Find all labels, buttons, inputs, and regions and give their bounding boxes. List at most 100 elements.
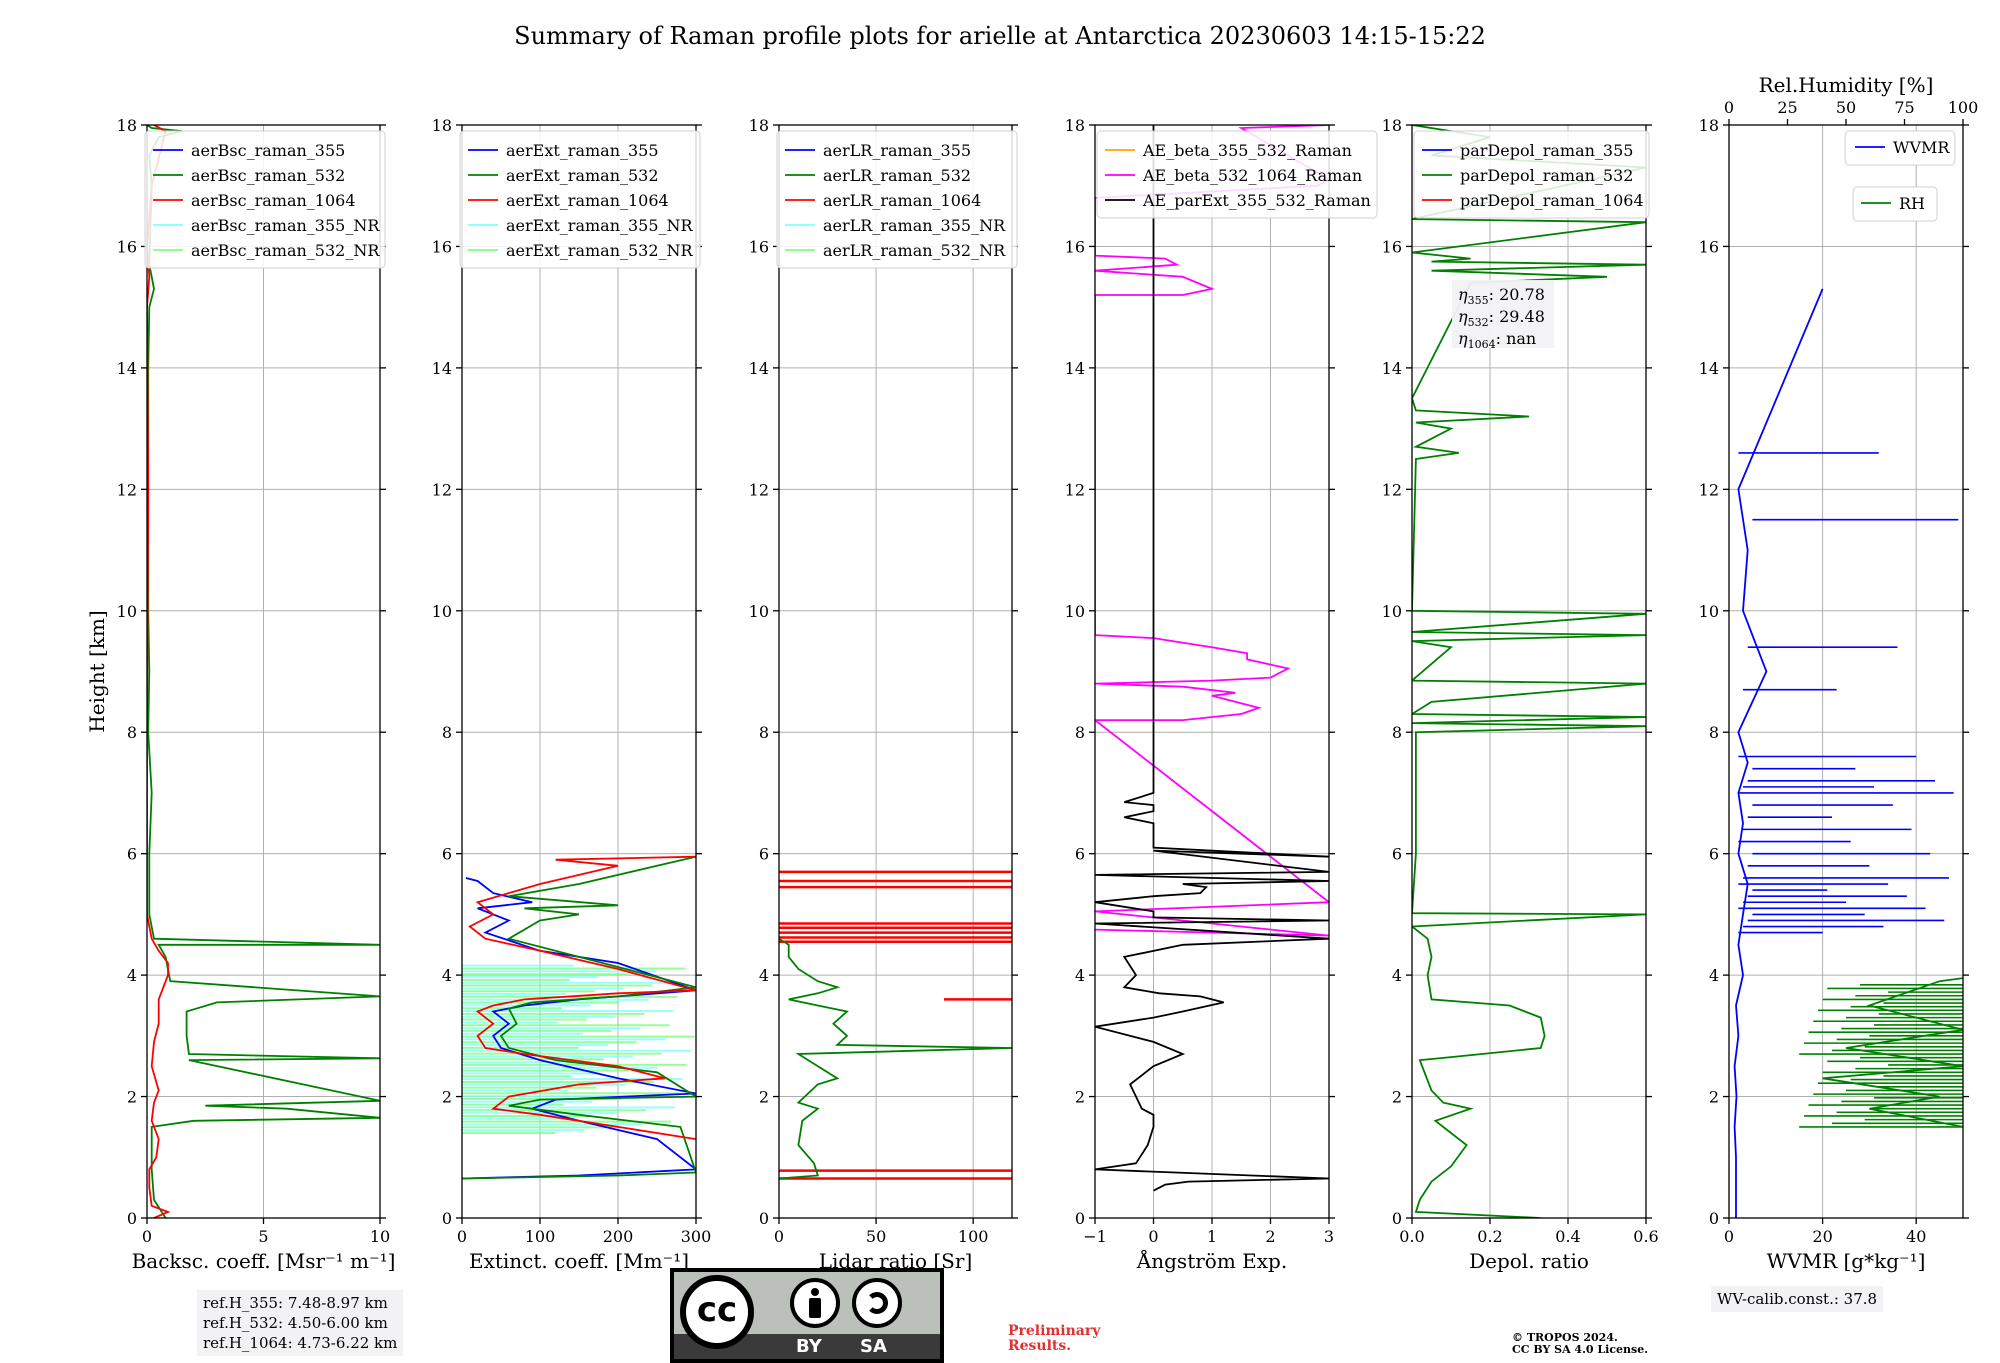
x-tick-label: 100 <box>958 1227 989 1246</box>
series-layer <box>779 870 1012 1180</box>
y-tick-label: 12 <box>432 480 452 499</box>
legend-entry: aerBsc_raman_355 <box>191 141 345 160</box>
y-tick-label: 18 <box>117 116 137 135</box>
legend-entry: WVMR <box>1893 138 1950 157</box>
series-layer <box>1733 288 1963 1218</box>
x-tick-label: 0 <box>457 1227 467 1246</box>
x-axis-label: Extinct. coeff. [Mm⁻¹] <box>469 1249 689 1273</box>
panel-backscatter: 0 2 4 6 8 10 12 14 16 18 0 5 10 Backsc. coeff. [Msr⁻¹… <box>117 116 396 1273</box>
y-tick-label: 2 <box>1075 1088 1085 1107</box>
y-tick-label: 18 <box>749 116 769 135</box>
series-aerBsc_raman_532 <box>147 125 380 1218</box>
copyright-note: © TROPOS 2024. CC BY SA 4.0 License. <box>1512 1332 1648 1356</box>
legend-frame <box>1096 130 1378 219</box>
y-tick-label: 0 <box>127 1209 137 1228</box>
legend-entry: aerLR_raman_355 <box>823 141 971 160</box>
x-tick-label: 40 <box>1906 1227 1926 1246</box>
series-WVMR <box>1733 288 1824 1218</box>
cc-logo-icon: cc <box>680 1275 754 1349</box>
legend-entry: AE_beta_355_532_Raman <box>1142 141 1352 160</box>
x-tick-label: 0 <box>1148 1227 1158 1246</box>
series-layer <box>462 855 696 1180</box>
legend-entry: aerExt_raman_532 <box>506 166 659 185</box>
y-tick-label: 14 <box>749 359 769 378</box>
x-tick-label: 100 <box>525 1227 556 1246</box>
y-tick-label: 10 <box>1699 602 1719 621</box>
eta-value-e355: η355: 20.78 <box>1458 285 1545 307</box>
reference-heights-box: ref.H_355: 7.48-8.97 km ref.H_532: 4.50-… <box>197 1290 404 1356</box>
legend-frame <box>776 130 1018 269</box>
x-axis-label: Depol. ratio <box>1469 1249 1589 1273</box>
x-tick-label: 3 <box>1324 1227 1334 1246</box>
cc-by-label: BY <box>796 1336 822 1357</box>
x-tick-label: 0 <box>142 1227 152 1246</box>
y-tick-label: 12 <box>1699 480 1719 499</box>
x-tick-label: 0.2 <box>1477 1227 1502 1246</box>
copyright-line-2: CC BY SA 4.0 License. <box>1512 1343 1649 1356</box>
x-tick-label: 10 <box>370 1227 390 1246</box>
x-tick-label: 0 <box>774 1227 784 1246</box>
cc-by-sa-badge: cc BY SA <box>670 1268 944 1363</box>
top-x-tick-label: 25 <box>1777 98 1797 117</box>
top-x-tick-label: 75 <box>1894 98 1914 117</box>
series-aerLR_raman_532 <box>779 937 1012 1180</box>
eta-value-e1064: η1064: nan <box>1458 329 1536 351</box>
eta-number: : nan <box>1496 329 1537 348</box>
series-layer <box>1412 125 1646 1218</box>
top-x-axis-label: Rel.Humidity [%] <box>1759 73 1934 97</box>
y-tick-label: 10 <box>117 602 137 621</box>
y-tick-label: 14 <box>1065 359 1085 378</box>
y-tick-label: 4 <box>1075 966 1085 985</box>
legend: AE_beta_355_532_Raman AE_beta_532_1064_Ra… <box>1096 130 1378 219</box>
x-axis-label: WVMR [g*kg⁻¹] <box>1767 1249 1926 1273</box>
legend: aerBsc_raman_355 aerBsc_raman_532 aerBsc_r… <box>144 130 386 269</box>
person-icon <box>790 1278 840 1328</box>
y-tick-label: 2 <box>442 1088 452 1107</box>
x-tick-label: 0.6 <box>1633 1227 1658 1246</box>
x-tick-label: 300 <box>681 1227 712 1246</box>
y-tick-label: 6 <box>442 845 452 864</box>
y-tick-label: 18 <box>1382 116 1402 135</box>
legend-entry: parDepol_raman_1064 <box>1460 191 1644 210</box>
panel-water-vapor: 0 2 4 6 8 10 12 14 16 18 0 20 40 WVMR [g*kg⁻¹] 0 25 50 75… <box>1699 73 1979 1273</box>
series-aerBsc_raman_1064 <box>147 125 171 1218</box>
y-tick-label: 18 <box>432 116 452 135</box>
y-tick-label: 0 <box>759 1209 769 1228</box>
legend-frame-rh <box>1852 186 1938 222</box>
legend: aerExt_raman_355 aerExt_raman_532 aerExt_r… <box>459 130 701 269</box>
eta-symbol: η <box>1458 285 1468 304</box>
y-tick-label: 14 <box>117 359 137 378</box>
y-tick-label: 12 <box>1065 480 1085 499</box>
eta-number: : 29.48 <box>1489 307 1545 326</box>
legend-entry: parDepol_raman_532 <box>1460 166 1633 185</box>
legend-frame <box>1413 130 1650 219</box>
y-tick-label: 0 <box>1709 1209 1719 1228</box>
y-tick-label: 8 <box>442 723 452 742</box>
y-tick-label: 6 <box>1075 845 1085 864</box>
legend-entry: aerExt_raman_355 <box>506 141 659 160</box>
x-tick-label: 50 <box>866 1227 886 1246</box>
legend-entry: aerLR_raman_532_NR <box>823 241 1006 260</box>
y-tick-label: 0 <box>1392 1209 1402 1228</box>
y-tick-label: 8 <box>759 723 769 742</box>
ref-height-1064: ref.H_1064: 4.73-6.22 km <box>203 1334 398 1352</box>
y-tick-label: 4 <box>1392 966 1402 985</box>
y-tick-label: 4 <box>1709 966 1719 985</box>
eta-subscript: 1064 <box>1468 338 1496 351</box>
panel-extinction: 0 2 4 6 8 10 12 14 16 18 0 100 200 300 Extinct. coeff.… <box>432 116 712 1273</box>
ref-height-532: ref.H_532: 4.50-6.00 km <box>203 1314 388 1332</box>
y-tick-label: 0 <box>442 1209 452 1228</box>
legend-entry: aerExt_raman_355_NR <box>506 216 694 235</box>
eta-subscript: 532 <box>1468 316 1489 329</box>
legend-frame <box>144 130 386 269</box>
y-tick-label: 2 <box>759 1088 769 1107</box>
x-tick-label: 200 <box>603 1227 634 1246</box>
y-tick-label: 6 <box>1392 845 1402 864</box>
x-tick-label: 0 <box>1724 1227 1734 1246</box>
x-tick-label: 0.0 <box>1399 1227 1424 1246</box>
y-tick-label: 4 <box>759 966 769 985</box>
legend-entry: aerBsc_raman_1064 <box>191 191 356 210</box>
